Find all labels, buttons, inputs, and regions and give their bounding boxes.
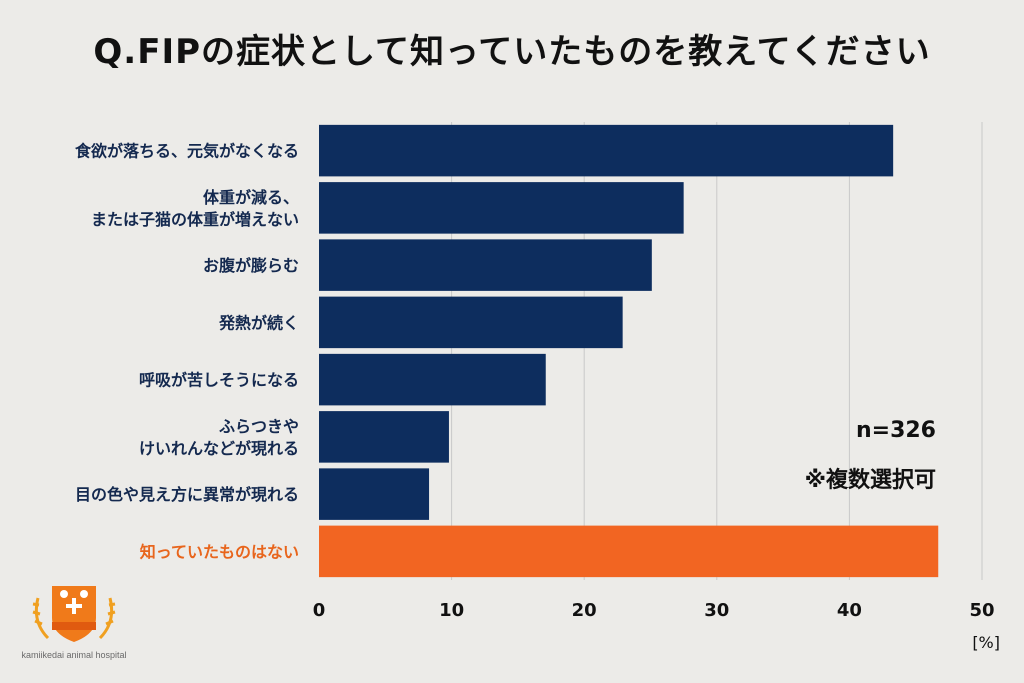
category-label: 体重が減る、または子猫の体重が増えない [91,188,299,229]
hospital-name: kamiikedai animal hospital [21,650,127,660]
category-label: 発熱が続く [218,313,299,332]
category-label-line: お腹が膨らむ [203,256,299,275]
x-tick-label: 10 [439,600,464,621]
bars [319,124,939,578]
category-label: 目の色や見え方に異常が現れる [75,485,299,504]
category-label-line: 呼吸が苦しそうになる [139,371,299,390]
category-label-line: 食欲が落ちる、元気がなくなる [74,142,299,161]
category-label-line: または子猫の体重が増えない [91,210,299,229]
multiple-choice-note: ※複数選択可 [804,468,936,493]
x-tick-label: 40 [837,600,862,621]
bar [319,296,623,349]
hospital-crest-icon [32,586,116,642]
chart-title: Q.FIPの症状として知っていたものを教えてください [93,32,931,72]
category-label-line: 知っていたものはない [140,542,299,561]
category-label-line: けいれんなどが現れる [139,439,299,458]
category-label: 知っていたものはない [140,542,299,561]
x-axis-unit-label: [%] [972,633,1000,652]
category-label: お腹が膨らむ [203,256,299,275]
hospital-logo: kamiikedai animal hospital [8,578,140,678]
bar [319,182,684,234]
category-label: 食欲が落ちる、元気がなくなる [74,142,299,161]
bar [319,124,894,177]
category-label-line: 体重が減る、 [203,188,299,207]
category-label-line: 目の色や見え方に異常が現れる [75,485,299,504]
category-label: ふらつきやけいれんなどが現れる [139,417,299,458]
x-tick-label: 20 [572,600,597,621]
category-labels: 食欲が落ちる、元気がなくなる体重が減る、または子猫の体重が増えないお腹が膨らむ発… [74,142,299,562]
x-tick-label: 0 [313,600,326,621]
category-label-line: ふらつきや [219,417,299,436]
x-axis-ticks: 0 10 20 30 40 50 [313,600,995,621]
bar [319,411,449,463]
x-tick-label: 50 [969,600,994,621]
bar [319,468,430,520]
bar [319,239,652,291]
sample-size-note: n=326 [855,418,936,443]
bar [319,353,546,406]
category-label: 呼吸が苦しそうになる [139,371,299,390]
category-label-line: 発熱が続く [218,313,299,332]
bar [319,525,939,578]
x-tick-label: 30 [704,600,729,621]
